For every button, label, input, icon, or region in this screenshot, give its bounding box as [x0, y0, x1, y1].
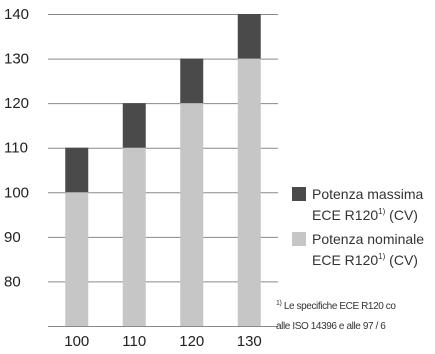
- x-tick-label: 110: [122, 333, 146, 350]
- footnote-text: Le specifiche ECE R120 co: [283, 301, 396, 312]
- bar-max-power: [237, 14, 261, 59]
- x-axis-ticks: 100 110 120 130: [64, 333, 262, 350]
- legend: Potenza massima ECE R1201) (CV) Potenza …: [292, 185, 424, 275]
- legend-label-line2: ECE R1201) (CV): [312, 203, 424, 224]
- legend-standard: ECE R120: [312, 207, 379, 223]
- legend-unit: (CV): [389, 207, 418, 223]
- bars: [65, 14, 261, 327]
- bar-nominal-power: [122, 147, 146, 326]
- footnote-line1: 1) Le specifiche ECE R120 co: [276, 294, 435, 317]
- bar-max-power: [65, 147, 89, 193]
- stacked-bar-chart: 80 90 100 110 120 130 140 100 110 120 13…: [4, 6, 278, 350]
- bar-max-power: [180, 58, 204, 104]
- y-tick-label: 130: [4, 51, 29, 68]
- y-tick-label: 90: [4, 229, 21, 246]
- bar-max-power: [122, 103, 146, 148]
- footnote: 1) Le specifiche ECE R120 co alle ISO 14…: [276, 294, 435, 337]
- x-tick-label: 130: [237, 333, 262, 350]
- y-tick-label: 100: [4, 184, 29, 201]
- legend-standard: ECE R120: [312, 252, 379, 268]
- legend-footnote-mark: 1): [378, 252, 386, 261]
- legend-label-line2: ECE R1201) (CV): [312, 248, 424, 269]
- legend-item-nominal-power: Potenza nominale ECE R1201) (CV): [292, 230, 424, 269]
- legend-item-max-power: Potenza massima ECE R1201) (CV): [292, 185, 424, 224]
- legend-label-line1: Potenza nominale: [312, 231, 425, 247]
- legend-swatch-nominal-power: [292, 232, 306, 246]
- footnote-line2: alle ISO 14396 e alle 97 / 6: [276, 321, 386, 332]
- legend-unit: (CV): [389, 252, 418, 268]
- y-axis-ticks: 80 90 100 110 120 130 140: [4, 6, 29, 290]
- footnote-mark: 1): [276, 300, 282, 307]
- y-tick-label: 80: [4, 273, 21, 290]
- bar-nominal-power: [237, 58, 261, 326]
- y-tick-label: 110: [4, 140, 28, 157]
- x-tick-label: 120: [179, 333, 204, 350]
- bar-nominal-power: [65, 192, 89, 326]
- legend-footnote-mark: 1): [378, 207, 386, 216]
- bar-nominal-power: [180, 103, 204, 327]
- legend-label-line1: Potenza massima: [312, 186, 424, 202]
- y-tick-label: 120: [4, 95, 29, 112]
- legend-swatch-max-power: [292, 187, 306, 201]
- x-tick-label: 100: [64, 333, 89, 350]
- y-tick-label: 140: [4, 6, 29, 23]
